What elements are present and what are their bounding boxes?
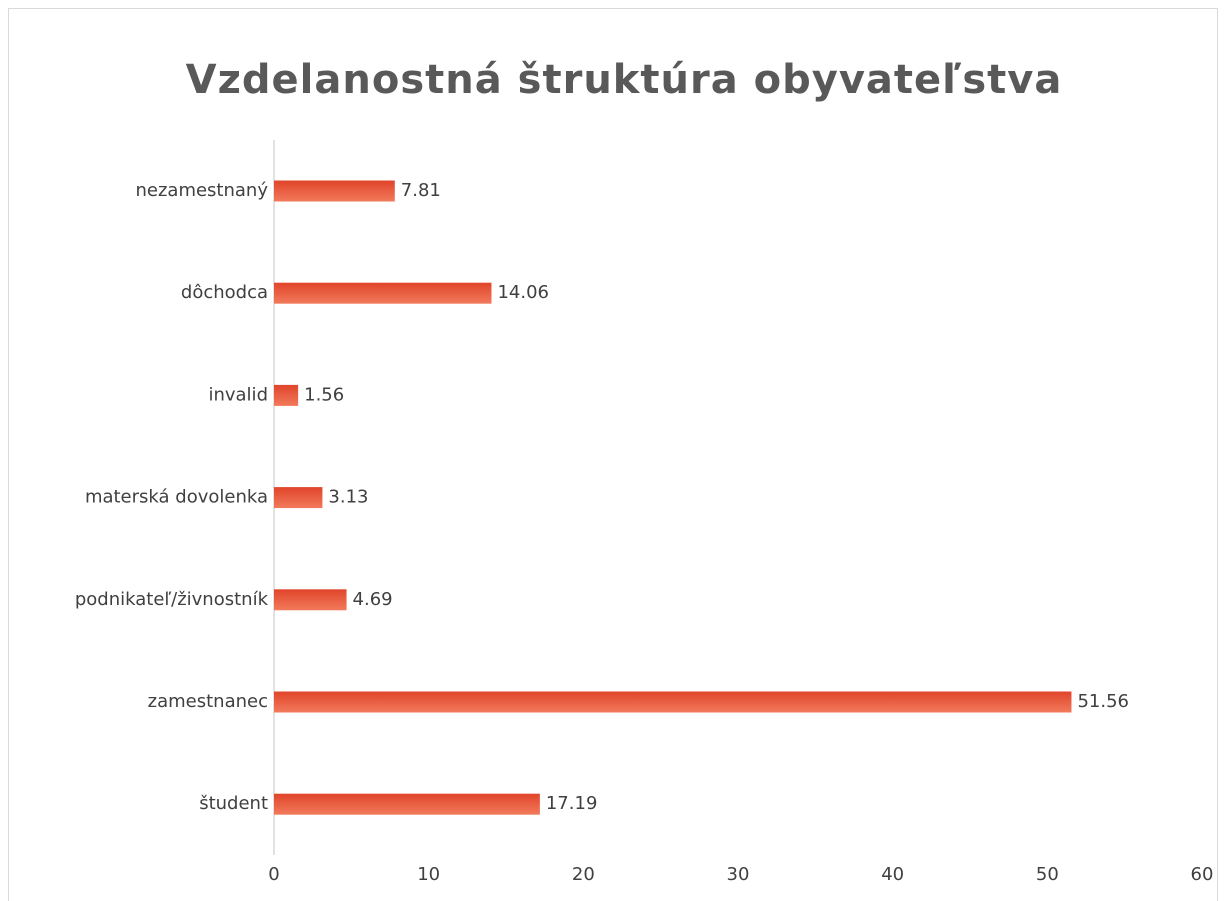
bar — [274, 793, 540, 815]
bar — [274, 589, 347, 611]
x-tick-label: 10 — [417, 864, 440, 885]
x-tick-label: 40 — [881, 864, 904, 885]
bar — [274, 691, 1072, 713]
data-label: 14.06 — [497, 282, 549, 303]
data-label: 7.81 — [401, 180, 441, 201]
x-tick-label: 0 — [268, 864, 279, 885]
y-tick-label: invalid — [208, 384, 268, 405]
data-label: 51.56 — [1077, 691, 1129, 712]
y-tick-label: študent — [199, 793, 268, 814]
y-tick-label: podnikateľ/živnostník — [75, 589, 269, 610]
chart-title: Vzdelanostná štruktúra obyvateľstva — [186, 57, 1063, 103]
data-label: 3.13 — [328, 487, 368, 508]
y-tick-label: nezamestnaný — [135, 180, 268, 201]
bar — [274, 487, 323, 509]
data-label: 1.56 — [304, 384, 344, 405]
x-tick-label: 50 — [1036, 864, 1059, 885]
data-label: 17.19 — [546, 793, 598, 814]
y-tick-label: zamestnanec — [148, 691, 268, 712]
y-tick-label: materská dovolenka — [85, 487, 268, 508]
x-tick-label: 30 — [727, 864, 750, 885]
x-tick-label: 20 — [572, 864, 595, 885]
bar — [274, 282, 492, 304]
y-tick-label: dôchodca — [181, 282, 268, 303]
bar — [274, 384, 299, 406]
bar — [274, 180, 395, 202]
x-tick-label: 60 — [1191, 864, 1214, 885]
chart-frame — [8, 8, 1218, 901]
data-label: 4.69 — [353, 589, 393, 610]
